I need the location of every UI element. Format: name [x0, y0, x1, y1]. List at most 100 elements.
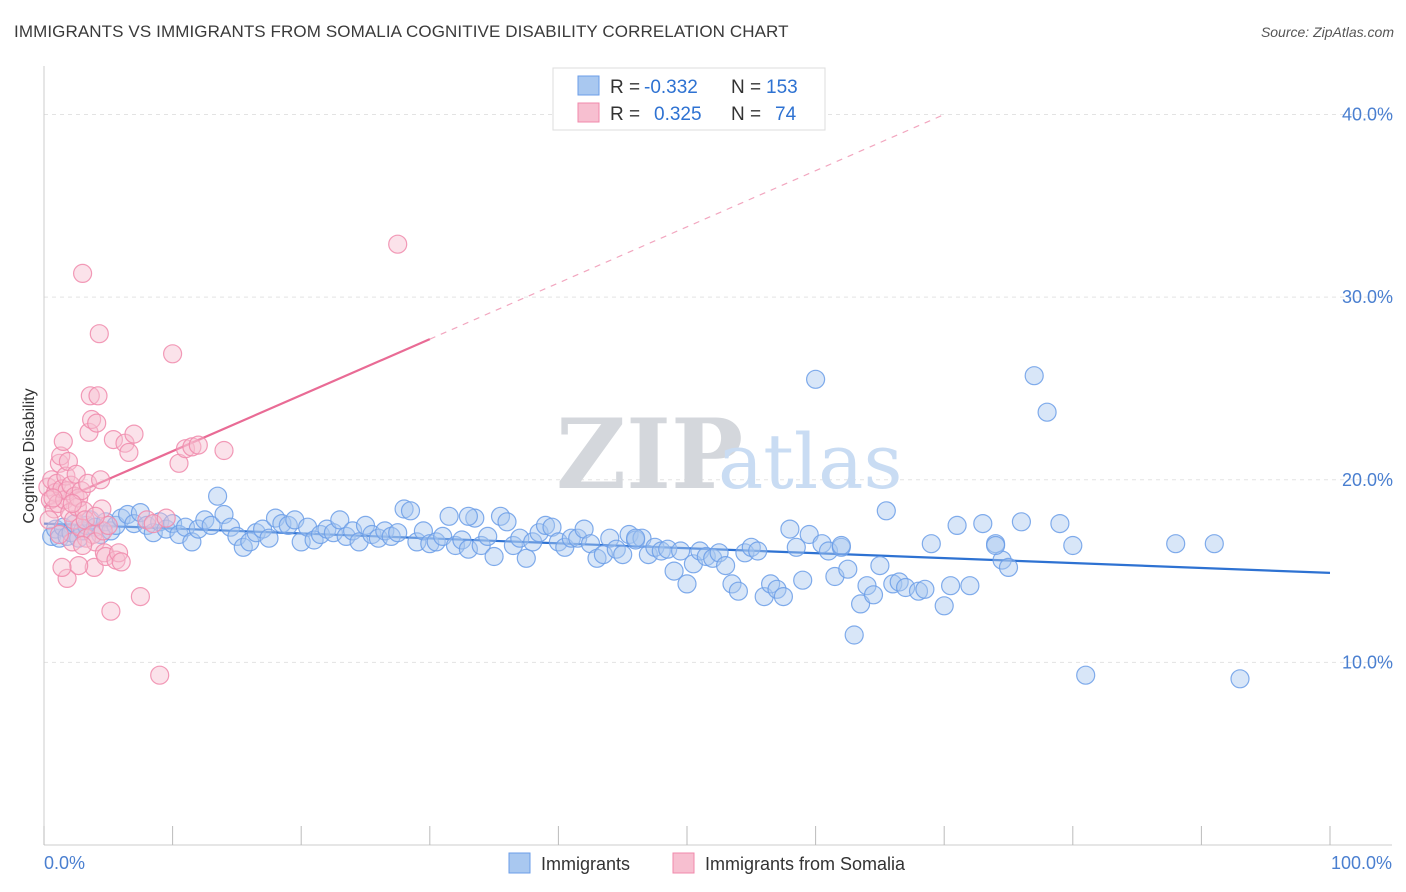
- point-immigrants: [812, 534, 832, 554]
- point-immigrants: [985, 535, 1006, 556]
- trend-lines: [43, 113, 1331, 574]
- point-immigrants: [831, 535, 851, 556]
- point-immigrants: [947, 515, 967, 536]
- trend-line-somalia-extension: [429, 113, 945, 340]
- point-somalia: [57, 568, 77, 589]
- point-immigrants: [587, 548, 607, 568]
- point-immigrants: [516, 548, 536, 568]
- point-immigrants: [863, 585, 884, 605]
- point-somalia: [53, 431, 73, 451]
- point-immigrants: [973, 513, 993, 534]
- point-somalia: [87, 413, 107, 433]
- point-immigrants: [625, 528, 646, 548]
- point-immigrants: [651, 541, 671, 561]
- point-somalia: [175, 439, 196, 459]
- point-somalia: [72, 535, 93, 556]
- y-tick-label: 10.0%: [1342, 652, 1393, 672]
- point-immigrants: [870, 555, 890, 576]
- point-immigrants: [786, 537, 806, 557]
- point-immigrants: [960, 576, 980, 596]
- point-immigrants: [388, 523, 408, 543]
- point-immigrants: [760, 574, 781, 594]
- trend-line-immigrants: [43, 522, 1331, 574]
- point-somalia: [52, 557, 72, 578]
- point-immigrants: [934, 596, 954, 616]
- y-tick-labels: 10.0% 20.0% 30.0% 40.0%: [1342, 105, 1393, 673]
- point-immigrants: [439, 506, 459, 526]
- point-immigrants: [780, 519, 800, 539]
- data-points: [38, 234, 1250, 689]
- y-tick-label: 30.0%: [1342, 287, 1393, 307]
- point-somalia: [49, 524, 70, 545]
- stats-r-label-somalia: R =: [610, 104, 640, 125]
- stats-swatch-immigrants: [577, 75, 600, 96]
- legend-swatch-immigrants: [508, 852, 531, 874]
- point-immigrants: [838, 559, 858, 579]
- point-immigrants: [497, 512, 517, 532]
- legend-swatch-somalia: [672, 852, 695, 874]
- point-immigrants: [400, 501, 421, 521]
- gridlines: [44, 114, 1392, 663]
- x-tick-label-min: 0.0%: [44, 853, 85, 873]
- point-immigrants: [246, 523, 266, 543]
- point-immigrants: [677, 574, 697, 594]
- point-immigrants: [503, 535, 524, 556]
- point-somalia: [214, 440, 234, 461]
- point-somalia: [156, 508, 176, 528]
- point-somalia: [150, 665, 170, 685]
- point-somalia: [92, 499, 112, 519]
- watermark-zip: ZIP: [556, 398, 743, 511]
- point-immigrants: [1230, 669, 1250, 689]
- point-somalia: [182, 437, 202, 457]
- point-immigrants: [535, 515, 556, 536]
- point-immigrants: [664, 561, 684, 581]
- point-immigrants: [330, 510, 350, 530]
- point-somalia: [90, 470, 111, 490]
- point-immigrants: [478, 526, 498, 547]
- point-immigrants: [670, 541, 691, 561]
- legend: Immigrants Immigrants from Somalia: [508, 852, 906, 874]
- point-immigrants: [458, 506, 478, 526]
- point-immigrants: [600, 528, 620, 548]
- point-immigrants: [767, 579, 787, 599]
- point-immigrants: [876, 501, 896, 521]
- point-immigrants: [741, 537, 761, 557]
- point-immigrants: [748, 541, 768, 561]
- point-somalia: [85, 506, 106, 526]
- point-immigrants: [1076, 665, 1096, 685]
- point-immigrants: [1037, 402, 1057, 422]
- point-somalia: [93, 521, 113, 541]
- point-immigrants: [805, 369, 826, 389]
- point-immigrants: [940, 576, 961, 596]
- point-somalia: [80, 386, 100, 406]
- point-somalia: [188, 435, 208, 455]
- point-immigrants: [613, 544, 633, 565]
- point-somalia: [81, 409, 102, 430]
- point-immigrants: [465, 508, 485, 528]
- point-somalia: [62, 493, 82, 514]
- point-immigrants: [773, 586, 794, 607]
- point-immigrants: [259, 528, 279, 548]
- point-immigrants: [458, 539, 478, 559]
- x-tick-label-max: 100.0%: [1331, 853, 1392, 873]
- source-label: Source: ZipAtlas.com: [1260, 24, 1394, 40]
- y-tick-label: 40.0%: [1342, 105, 1393, 125]
- point-somalia: [119, 442, 139, 462]
- point-immigrants: [606, 539, 626, 559]
- point-immigrants: [998, 557, 1019, 578]
- point-immigrants: [818, 541, 839, 561]
- point-immigrants: [394, 499, 414, 519]
- point-somalia: [43, 488, 63, 508]
- point-immigrants: [728, 581, 749, 601]
- point-immigrants: [137, 515, 157, 536]
- point-immigrants: [484, 546, 504, 567]
- point-immigrants: [844, 625, 864, 645]
- point-somalia: [103, 430, 124, 450]
- point-immigrants: [1024, 366, 1044, 386]
- point-somalia: [163, 344, 183, 364]
- point-immigrants: [696, 546, 716, 567]
- point-immigrants: [722, 574, 742, 594]
- point-somalia: [101, 601, 121, 621]
- stats-n-label-immigrants: N =: [731, 77, 761, 98]
